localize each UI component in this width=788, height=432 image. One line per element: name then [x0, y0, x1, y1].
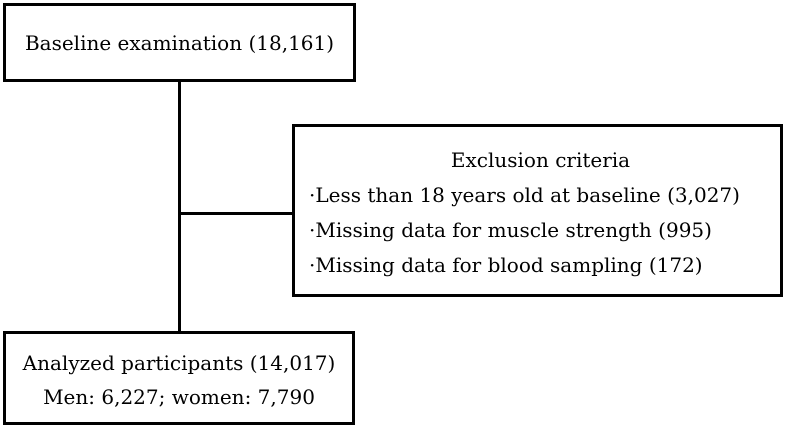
connector-vertical-line — [178, 82, 181, 331]
analyzed-participants-box: Analyzed participants (14,017) Men: 6,22… — [3, 331, 355, 425]
exclusion-item-blood-sampling: ·Missing data for blood sampling (172) — [309, 253, 703, 277]
analyzed-participants-breakdown: Men: 6,227; women: 7,790 — [43, 385, 315, 409]
baseline-examination-label: Baseline examination (18,161) — [24, 30, 335, 55]
exclusion-criteria-box: Exclusion criteria ·Less than 18 years o… — [292, 124, 783, 297]
baseline-examination-box: Baseline examination (18,161) — [3, 3, 356, 82]
exclusion-item-muscle-strength: ·Missing data for muscle strength (995) — [309, 218, 712, 242]
analyzed-participants-label: Analyzed participants (14,017) — [22, 351, 336, 375]
exclusion-criteria-title: Exclusion criteria — [450, 148, 631, 172]
exclusion-item-age: ·Less than 18 years old at baseline (3,0… — [309, 183, 740, 207]
connector-horizontal-branch — [178, 212, 294, 215]
